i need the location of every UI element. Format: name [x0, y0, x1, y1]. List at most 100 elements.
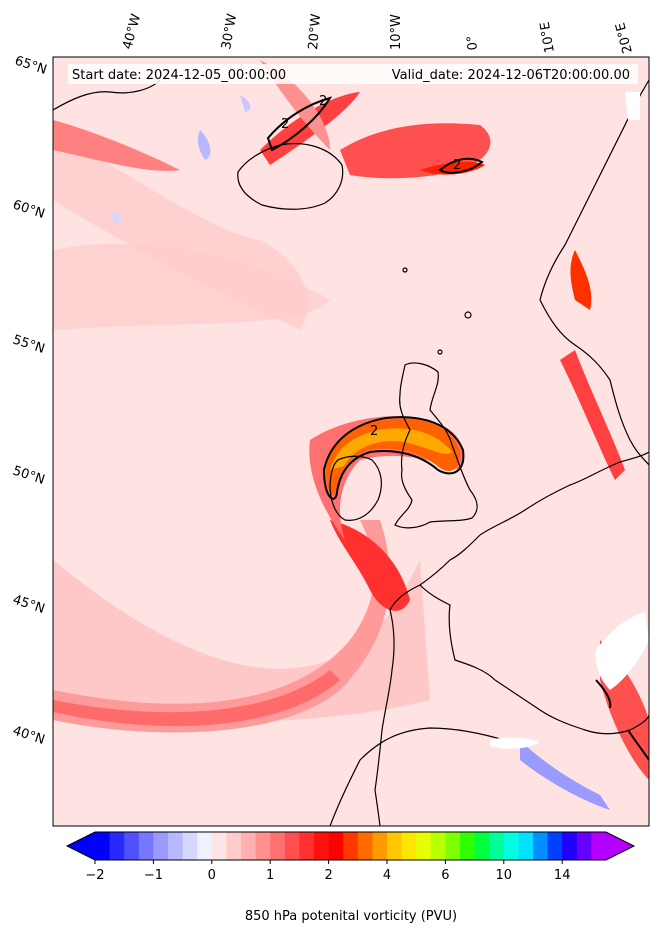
colorbar-tick-label: 1	[266, 868, 274, 883]
colorbar-cell	[401, 832, 417, 860]
lat-label: 40°N	[11, 724, 47, 748]
colorbar-tick-label: 10	[496, 868, 513, 883]
lon-label: 40°W	[120, 12, 144, 51]
colorbar-cell	[284, 832, 300, 860]
coastline-north-africa	[329, 727, 521, 826]
colorbar-cell	[576, 832, 592, 860]
lon-label: 20°E	[613, 21, 636, 55]
lon-label: 10°W	[389, 14, 404, 50]
colorbar-cells	[95, 832, 607, 860]
colorbar-cell	[343, 832, 359, 860]
start-date-label: Start date: 2024-12-05_00:00:00	[72, 68, 286, 83]
pv-field-negative-patch	[197, 130, 211, 160]
lat-label: 55°N	[11, 333, 47, 357]
colorbar: −2 −1 0 1 2 4 6 10 14 850 hPa potenital vorticit…	[65, 831, 636, 924]
pv-field-streak	[260, 92, 360, 165]
coastline-greenland	[53, 79, 161, 111]
lat-label: 45°N	[11, 593, 47, 617]
colorbar-cell	[357, 832, 373, 860]
colorbar-cell	[95, 832, 111, 860]
colorbar-label: 850 hPa potenital vorticity (PVU)	[245, 909, 457, 924]
pv-2-contour	[322, 416, 465, 500]
colorbar-cell	[430, 832, 446, 860]
map-frame	[52, 56, 650, 827]
colorbar-cell	[445, 832, 461, 860]
colorbar-tick-label: −1	[144, 868, 163, 883]
colorbar-tick-label: −2	[85, 868, 104, 883]
pv-2-contour	[627, 729, 649, 761]
coastline-great-britain	[394, 362, 478, 529]
pv-field-streak	[420, 161, 485, 175]
colorbar-over-arrow	[606, 832, 634, 860]
valid-date-label: Valid_date: 2024-12-06T20:00:00.00	[392, 68, 630, 83]
contour-label: 2	[453, 158, 461, 173]
missing-data-patch	[595, 612, 649, 690]
colorbar-cell	[503, 832, 519, 860]
coastlines	[53, 79, 649, 826]
pv-field-negative-patch	[110, 210, 121, 224]
contour-label: 2	[281, 117, 289, 132]
coastline-continental-europe	[479, 451, 649, 536]
colorbar-cell	[474, 832, 490, 860]
pv-field-streak	[53, 120, 180, 171]
colorbar-cell	[460, 832, 476, 860]
colorbar-cell	[591, 832, 607, 860]
colorbar-cell	[153, 832, 169, 860]
lat-label: 65°N	[13, 54, 49, 78]
lat-label: 60°N	[11, 198, 47, 222]
colorbar-cell	[270, 832, 286, 860]
pv-field-negative-patch	[520, 740, 610, 810]
colorbar-cell	[241, 832, 257, 860]
colorbar-tick-label: 6	[441, 868, 449, 883]
coastline-ireland	[329, 455, 382, 521]
contour-label: 2	[319, 94, 327, 109]
pv-field-streak	[570, 250, 592, 310]
lat-label: 50°N	[11, 464, 47, 488]
colorbar-cell	[109, 832, 125, 860]
coastline-france	[419, 534, 496, 681]
colorbar-cell	[489, 832, 505, 860]
colorbar-cell	[226, 832, 242, 860]
colorbar-cell	[138, 832, 154, 860]
pv-2-contours	[266, 96, 649, 761]
colorbar-cell	[211, 832, 227, 860]
pv-field-medium-band	[53, 670, 340, 727]
longitude-labels: 40°W 30°W 20°W 10°W 0° 10°E 20°E	[120, 12, 635, 55]
colorbar-cell	[372, 832, 388, 860]
colorbar-cell	[328, 832, 344, 860]
pv-field-streak	[560, 350, 625, 480]
lon-label: 10°E	[538, 21, 558, 54]
colorbar-cell	[314, 832, 330, 860]
pv-2-contour	[438, 157, 484, 174]
colorbar-tick-label: 0	[208, 868, 216, 883]
colorbar-cell	[518, 832, 534, 860]
colorbar-cell	[168, 832, 184, 860]
lon-label: 30°W	[219, 13, 240, 51]
colorbar-cell	[124, 832, 140, 860]
colorbar-cell	[299, 832, 315, 860]
colorbar-tick-label: 14	[554, 868, 571, 883]
coastline-sweden	[539, 299, 649, 466]
colorbar-tick-label: 2	[324, 868, 332, 883]
coastline-mediterranean	[494, 679, 649, 735]
missing-data-patch	[625, 92, 640, 120]
pv-2-contour	[595, 679, 612, 709]
lon-label: 20°W	[306, 13, 324, 50]
colorbar-cell	[197, 832, 213, 860]
contour-label: 2	[370, 424, 378, 439]
date-header-background	[68, 64, 638, 84]
latitude-labels: 65°N 60°N 55°N 50°N 45°N 40°N	[11, 54, 49, 748]
map-panel: 2 2 2 2	[53, 57, 649, 826]
colorbar-under-arrow	[67, 832, 95, 860]
colorbar-cell	[387, 832, 403, 860]
colorbar-cell	[182, 832, 198, 860]
pv-field-light-band	[53, 140, 308, 330]
colorbar-ticks: −2 −1 0 1 2 4 6 10 14	[85, 860, 570, 883]
pv-2-contour	[266, 96, 333, 152]
missing-data-patch	[490, 737, 540, 749]
colorbar-cell	[416, 832, 432, 860]
pv-field-medium-band	[53, 520, 390, 733]
colorbar-cell	[255, 832, 271, 860]
colorbar-tick-label: 4	[383, 868, 391, 883]
colorbar-cell	[547, 832, 563, 860]
